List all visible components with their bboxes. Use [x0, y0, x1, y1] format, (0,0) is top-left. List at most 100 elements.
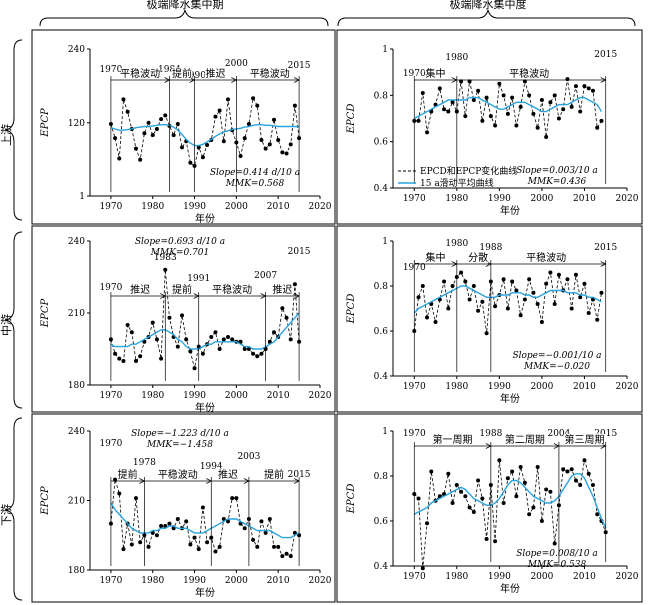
data-point [163, 267, 168, 272]
y-tick-label: 180 [68, 566, 85, 576]
data-point [246, 122, 251, 127]
x-tick-label: 2020 [309, 391, 332, 401]
data-point [548, 489, 553, 494]
data-point [565, 77, 570, 82]
data-point [425, 521, 430, 526]
x-tick-label: 1990 [488, 194, 511, 204]
period-label: 平稳波动 [158, 468, 198, 481]
series-dashed-line [110, 97, 300, 167]
data-point [582, 281, 587, 286]
period-label: 分散 [468, 251, 488, 264]
data-point [167, 521, 172, 526]
data-point [425, 315, 430, 320]
data-point [471, 97, 476, 102]
data-point [288, 142, 293, 147]
data-point [154, 126, 159, 131]
period-label: 集中 [426, 67, 446, 80]
data-point [142, 131, 147, 136]
data-point [163, 113, 168, 118]
data-point [221, 139, 226, 144]
data-point [565, 277, 570, 282]
stats-text: Slope=0.414 d/10 a [210, 168, 300, 178]
data-point [188, 542, 193, 547]
data-point [476, 88, 481, 93]
data-point [276, 138, 281, 143]
data-point [420, 566, 425, 571]
period-label: 平稳波动 [526, 251, 566, 264]
period-arrowhead [189, 77, 196, 83]
data-point [226, 97, 230, 102]
y-tick-label: 0.8 [374, 91, 389, 101]
x-tick-label: 1990 [488, 572, 511, 582]
data-point [175, 122, 180, 127]
data-point [450, 284, 455, 288]
data-point [121, 359, 126, 363]
data-point [505, 476, 510, 481]
data-point [505, 111, 510, 116]
stats-text: MMK=0.701 [150, 248, 209, 258]
x-tick-label: 1990 [183, 391, 206, 401]
data-point [167, 315, 172, 320]
column-header-left: 极端降水集中期 [39, 0, 329, 27]
data-point [476, 478, 481, 483]
series-smooth-line [413, 96, 603, 120]
data-point [213, 114, 218, 119]
data-point [565, 469, 570, 474]
y-axis-label: EPCP [40, 486, 51, 516]
legend-smooth-label: 15 a滑动平均曲线 [420, 177, 494, 189]
x-tick-label: 1990 [183, 202, 206, 212]
data-point [484, 331, 489, 336]
data-point [154, 337, 159, 342]
panel-frame-middle-epcp [31, 225, 336, 413]
data-point [292, 282, 297, 287]
data-point [484, 537, 489, 541]
data-point [442, 107, 447, 112]
data-point [416, 118, 421, 123]
y-tick-label: 0.6 [374, 517, 389, 527]
data-point [230, 337, 235, 342]
x-tick-label: 1990 [183, 576, 206, 586]
data-point [180, 145, 184, 150]
data-point [420, 284, 425, 288]
data-point [582, 84, 587, 89]
period-year-label: 1991 [187, 274, 210, 284]
data-point [188, 160, 193, 165]
period-year-label: 2015 [288, 470, 311, 480]
data-point [446, 109, 451, 114]
data-point [138, 354, 143, 359]
data-point [518, 465, 523, 469]
data-point [230, 496, 235, 501]
period-year-label: 1984 [158, 65, 181, 75]
data-point [263, 530, 268, 535]
data-point [467, 505, 472, 510]
column-title-epcp: 极端降水集中期 [147, 0, 224, 11]
y-tick-label: 0.8 [374, 472, 389, 482]
x-tick-label: 2010 [267, 576, 290, 586]
data-point [242, 136, 247, 141]
chart-middle-epcd: 1970 1980 1990 2000 2010 2020 0.4 0.6 0.8 1 年份 EPCD… [346, 237, 639, 405]
y-tick-label: 210 [68, 497, 85, 507]
data-point [497, 458, 502, 463]
row-header-upper: 上游 [0, 39, 23, 221]
data-point [113, 136, 118, 141]
data-point [463, 114, 468, 119]
period-year-label: 1970 [99, 65, 122, 75]
data-point [527, 277, 532, 282]
data-point [255, 103, 260, 108]
data-point [544, 135, 549, 140]
data-point [159, 523, 164, 528]
x-tick-label: 2000 [530, 382, 553, 392]
data-point [595, 125, 600, 130]
x-axis-label: 年份 [500, 392, 520, 405]
y-tick-label: 0.6 [374, 327, 389, 337]
stats-text: Slope=0.003/10 a [516, 166, 598, 176]
x-tick-label: 2010 [573, 382, 596, 392]
data-point [599, 118, 604, 123]
x-axis-label: 年份 [195, 212, 215, 225]
y-tick-label: 0.4 [374, 562, 389, 572]
period-year-label: 1980 [445, 239, 468, 249]
y-tick-label: 210 [68, 309, 85, 319]
y-axis-label: EPCD [346, 104, 357, 135]
data-point [209, 335, 214, 339]
